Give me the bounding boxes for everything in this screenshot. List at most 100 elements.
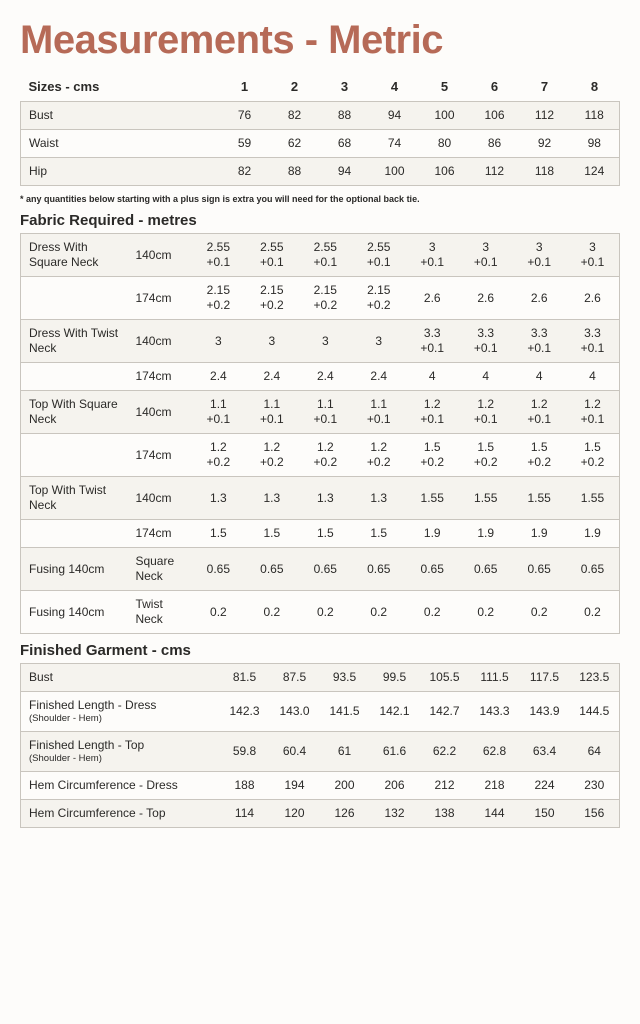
cell: 59 [220, 130, 270, 158]
cell: 1.1+0.1 [352, 391, 405, 434]
table-row: Hem Circumference - Dress188194200206212… [21, 772, 620, 800]
table-row: Fusing 140cmTwist Neck0.20.20.20.20.20.2… [21, 591, 620, 634]
cell: 1.2+0.1 [512, 391, 565, 434]
page-title: Measurements - Metric [20, 18, 620, 63]
cell: 212 [420, 772, 470, 800]
cell: 1.3 [245, 477, 298, 520]
row-label-a: Fusing 140cm [21, 548, 128, 591]
cell: 0.65 [192, 548, 245, 591]
cell: 1.5 [352, 520, 405, 548]
row-label-b: 140cm [127, 391, 191, 434]
cell: 88 [270, 158, 320, 186]
table-row: Dress With Twist Neck140cm33333.3+0.13.3… [21, 320, 620, 363]
cell: 142.1 [370, 692, 420, 732]
cell: 0.2 [352, 591, 405, 634]
cell: 118 [520, 158, 570, 186]
cell: 124 [570, 158, 620, 186]
row-label-a [21, 277, 128, 320]
cell: 0.2 [245, 591, 298, 634]
cell: 2.55+0.1 [192, 234, 245, 277]
sizes-header-row: Sizes - cms 12345678 [21, 73, 620, 102]
cell: 1.55 [406, 477, 459, 520]
cell: 1.9 [459, 520, 512, 548]
cell: 150 [520, 800, 570, 828]
cell: 111.5 [470, 664, 520, 692]
cell: 82 [220, 158, 270, 186]
size-col: 8 [570, 73, 620, 102]
cell: 156 [570, 800, 620, 828]
cell: 59.8 [220, 732, 270, 772]
cell: 0.2 [459, 591, 512, 634]
cell: 141.5 [320, 692, 370, 732]
row-label-b: 140cm [127, 477, 191, 520]
cell: 0.65 [459, 548, 512, 591]
cell: 0.2 [512, 591, 565, 634]
cell: 194 [270, 772, 320, 800]
cell: 1.55 [566, 477, 620, 520]
row-label-b: 140cm [127, 234, 191, 277]
cell: 1.2+0.1 [406, 391, 459, 434]
cell: 3 [299, 320, 352, 363]
finished-table: Bust81.587.593.599.5105.5111.5117.5123.5… [20, 663, 620, 828]
cell: 230 [570, 772, 620, 800]
cell: 0.2 [192, 591, 245, 634]
row-label-a [21, 434, 128, 477]
cell: 1.55 [512, 477, 565, 520]
fabric-table: Dress With Square Neck140cm2.55+0.12.55+… [20, 233, 620, 634]
table-row: Waist5962687480869298 [21, 130, 620, 158]
cell: 1.3 [192, 477, 245, 520]
cell: 3.3+0.1 [459, 320, 512, 363]
row-label: Bust [21, 102, 220, 130]
cell: 62.2 [420, 732, 470, 772]
cell: 2.55+0.1 [299, 234, 352, 277]
cell: 87.5 [270, 664, 320, 692]
cell: 120 [270, 800, 320, 828]
row-label-b: Square Neck [127, 548, 191, 591]
size-col: 1 [220, 73, 270, 102]
cell: 98 [570, 130, 620, 158]
size-col: 3 [320, 73, 370, 102]
cell: 0.2 [406, 591, 459, 634]
cell: 3+0.1 [406, 234, 459, 277]
cell: 3.3+0.1 [566, 320, 620, 363]
cell: 3+0.1 [566, 234, 620, 277]
cell: 0.65 [352, 548, 405, 591]
cell: 3 [192, 320, 245, 363]
row-label-a: Dress With Square Neck [21, 234, 128, 277]
cell: 218 [470, 772, 520, 800]
cell: 142.7 [420, 692, 470, 732]
cell: 3.3+0.1 [406, 320, 459, 363]
row-label-b: 140cm [127, 320, 191, 363]
cell: 4 [512, 363, 565, 391]
size-col: 2 [270, 73, 320, 102]
cell: 1.2+0.1 [459, 391, 512, 434]
cell: 1.2+0.2 [299, 434, 352, 477]
cell: 92 [520, 130, 570, 158]
cell: 1.3 [299, 477, 352, 520]
cell: 106 [470, 102, 520, 130]
cell: 64 [570, 732, 620, 772]
cell: 143.0 [270, 692, 320, 732]
row-label-b: 174cm [127, 520, 191, 548]
cell: 76 [220, 102, 270, 130]
row-label: Hem Circumference - Dress [21, 772, 220, 800]
table-row: Bust81.587.593.599.5105.5111.5117.5123.5 [21, 664, 620, 692]
cell: 3 [352, 320, 405, 363]
cell: 100 [420, 102, 470, 130]
cell: 1.2+0.2 [352, 434, 405, 477]
cell: 0.65 [299, 548, 352, 591]
cell: 143.3 [470, 692, 520, 732]
cell: 4 [406, 363, 459, 391]
row-label-a [21, 363, 128, 391]
row-label-b: 174cm [127, 277, 191, 320]
row-label-b: 174cm [127, 363, 191, 391]
cell: 123.5 [570, 664, 620, 692]
cell: 88 [320, 102, 370, 130]
cell: 126 [320, 800, 370, 828]
row-label-b: Twist Neck [127, 591, 191, 634]
cell: 94 [320, 158, 370, 186]
cell: 2.55+0.1 [245, 234, 298, 277]
cell: 1.55 [459, 477, 512, 520]
cell: 2.15+0.2 [245, 277, 298, 320]
cell: 2.4 [192, 363, 245, 391]
